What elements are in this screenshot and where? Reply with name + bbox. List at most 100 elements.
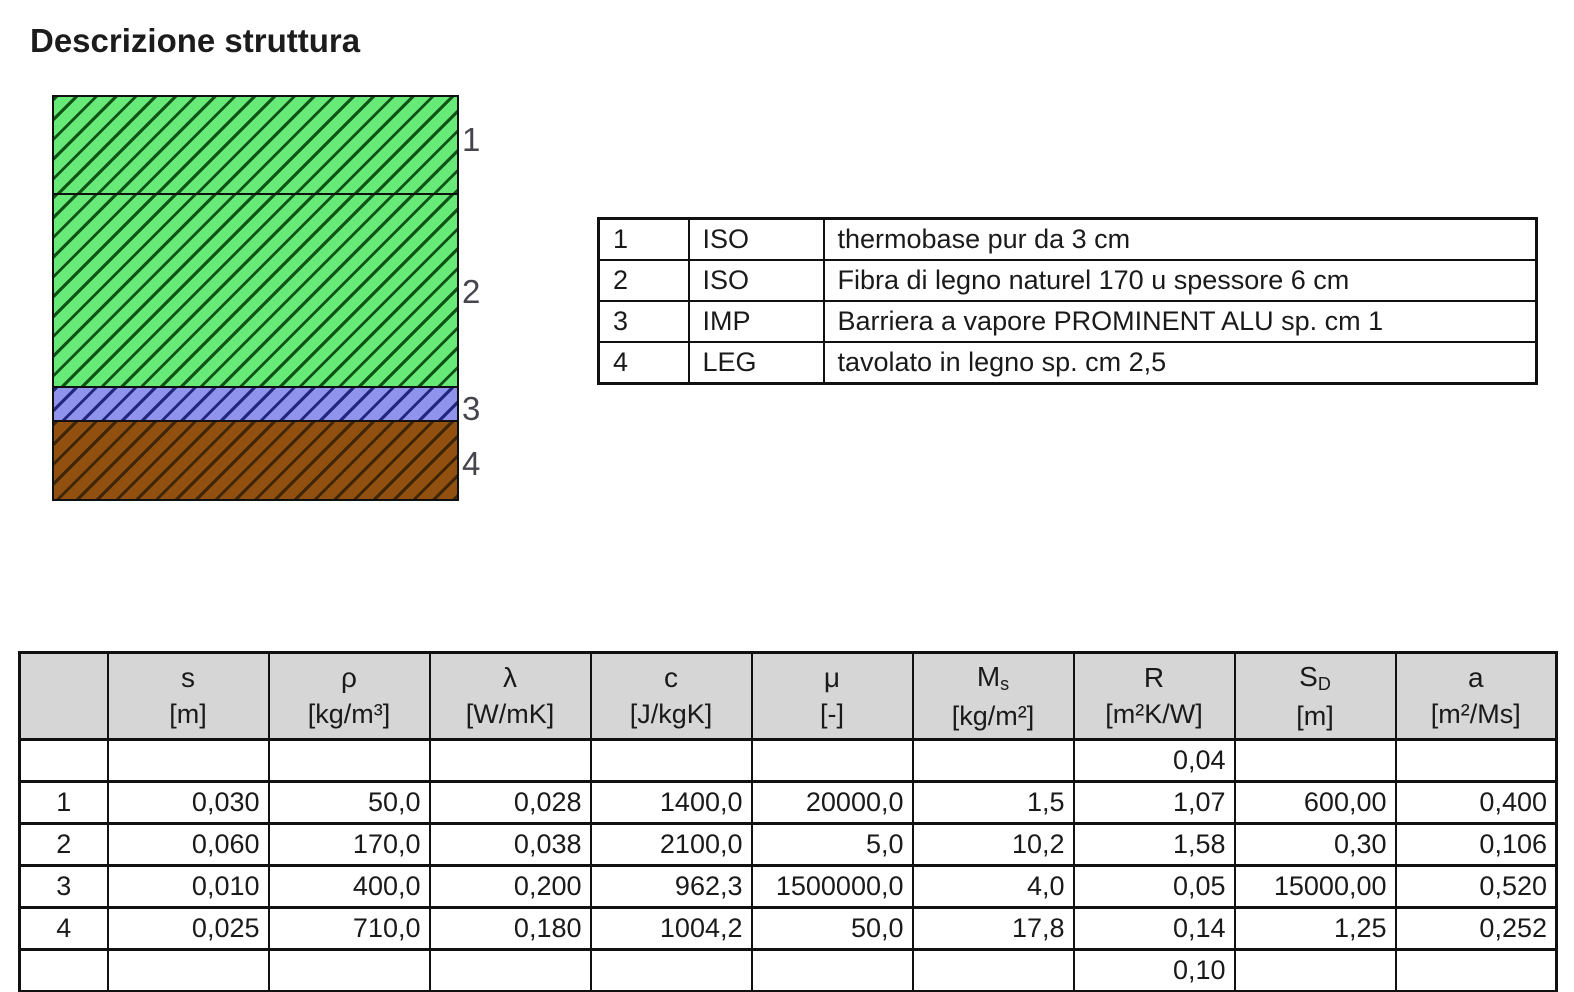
- column-symbol: μ: [823, 662, 841, 693]
- properties-row-3: 3 0,010 400,0 0,200 962,3 1500000,0 4,0 0,05 150…: [18, 864, 1558, 909]
- column-header-c: c [J/kgK]: [589, 651, 753, 741]
- legend-table: 1 ISO thermobase pur da 3 cm 2 ISO Fibra di l…: [597, 217, 1538, 385]
- value-cell: 50,0: [267, 780, 431, 825]
- legend-row: 3 IMP Barriera a vapore PROMINENT ALU sp. …: [597, 300, 1538, 343]
- structure-diagram-area: 1 2 3 4: [52, 95, 522, 505]
- value-cell: [750, 738, 914, 783]
- value-cell: 0,14: [1072, 906, 1236, 951]
- row-number-cell: 4: [18, 906, 109, 951]
- value-cell: 1,07: [1072, 780, 1236, 825]
- value-cell: 0,10: [1072, 948, 1236, 992]
- column-symbol: λ: [503, 662, 517, 693]
- value-cell: 1400,0: [589, 780, 753, 825]
- column-unit: [m²K/W]: [1105, 699, 1203, 729]
- value-cell: [750, 948, 914, 992]
- legend-row: 1 ISO thermobase pur da 3 cm: [597, 217, 1538, 261]
- value-cell: [267, 738, 431, 783]
- diagram-layer-label-2: 2: [462, 273, 481, 310]
- value-cell: [1394, 738, 1558, 783]
- column-header-ρ: ρ [kg/m³]: [267, 651, 431, 741]
- legend-layer-type: LEG: [687, 341, 825, 385]
- column-symbol: ρ: [341, 662, 357, 693]
- row-number-cell: [18, 948, 109, 992]
- value-cell: 0,060: [106, 822, 270, 867]
- column-unit: [W/mK]: [465, 699, 555, 729]
- properties-row-1: 1 0,030 50,0 0,028 1400,0 20000,0 1,5 1,07 600,0…: [18, 780, 1558, 825]
- value-cell: 1500000,0: [750, 864, 914, 909]
- value-cell: 1,5: [911, 780, 1075, 825]
- value-cell: [428, 948, 592, 992]
- value-cell: [911, 948, 1075, 992]
- legend-layer-number: 3: [597, 300, 690, 343]
- value-cell: 4,0: [911, 864, 1075, 909]
- column-symbol: SD: [1299, 660, 1331, 694]
- legend-layer-type: IMP: [687, 300, 825, 343]
- value-cell: [1394, 948, 1558, 992]
- value-cell: 0,180: [428, 906, 592, 951]
- diagram-layer-label-1: 1: [462, 121, 481, 158]
- legend-layer-number: 2: [597, 259, 690, 302]
- legend-layer-description: thermobase pur da 3 cm: [822, 217, 1538, 261]
- column-header-λ: λ [W/mK]: [428, 651, 592, 741]
- column-unit: [J/kgK]: [629, 699, 713, 729]
- row-number-cell: [18, 738, 109, 783]
- column-unit: [kg/m²]: [951, 700, 1035, 731]
- column-header-a: a [m²/Ms]: [1394, 651, 1558, 741]
- page-title: Descrizione struttura: [30, 22, 361, 59]
- column-header-blank: [18, 651, 109, 741]
- value-cell: 15000,00: [1233, 864, 1397, 909]
- legend-layer-type: ISO: [687, 217, 825, 261]
- column-symbol: R: [1143, 662, 1165, 693]
- column-symbol: c: [664, 662, 678, 693]
- value-cell: 170,0: [267, 822, 431, 867]
- value-cell: [428, 738, 592, 783]
- legend-layer-description: Fibra di legno naturel 170 u spessore 6 …: [822, 259, 1538, 302]
- value-cell: 5,0: [750, 822, 914, 867]
- value-cell: 0,106: [1394, 822, 1558, 867]
- value-cell: 0,30: [1233, 822, 1397, 867]
- column-symbol: a: [1467, 662, 1484, 693]
- value-cell: 1004,2: [589, 906, 753, 951]
- value-cell: [1233, 738, 1397, 783]
- legend-row: 2 ISO Fibra di legno naturel 170 u spessor…: [597, 259, 1538, 302]
- properties-table-body: 0,04 1 0,030 50,0 0,028 1400,0 20000,0 1,5 1,07 6…: [18, 738, 1558, 992]
- row-number-cell: 2: [18, 822, 109, 867]
- value-cell: [589, 738, 753, 783]
- value-cell: 0,025: [106, 906, 270, 951]
- value-cell: 600,00: [1233, 780, 1397, 825]
- column-header-S: SD [m]: [1233, 651, 1397, 741]
- diagram-layer-label-4: 4: [462, 445, 481, 482]
- value-cell: [267, 948, 431, 992]
- structure-layer-3: [54, 386, 457, 420]
- column-header-M: Ms [kg/m²]: [911, 651, 1075, 741]
- value-cell: 0,038: [428, 822, 592, 867]
- structure-layer-2: [54, 193, 457, 386]
- row-number-cell: 3: [18, 864, 109, 909]
- legend-row: 4 LEG tavolato in legno sp. cm 2,5: [597, 341, 1538, 385]
- legend-layer-number: 4: [597, 341, 690, 385]
- column-unit: [-]: [820, 699, 844, 729]
- column-header-μ: μ [-]: [750, 651, 914, 741]
- value-cell: [106, 948, 270, 992]
- value-cell: 400,0: [267, 864, 431, 909]
- legend-table-body: 1 ISO thermobase pur da 3 cm 2 ISO Fibra di l…: [597, 217, 1538, 385]
- value-cell: 50,0: [750, 906, 914, 951]
- properties-table: s [m] ρ [kg/m³] λ [W/mK] c [J/kgK] μ [-] Ms [kg/m²]…: [18, 651, 1558, 992]
- value-cell: 0,030: [106, 780, 270, 825]
- row-number-cell: 1: [18, 780, 109, 825]
- column-header-R: R [m²K/W]: [1072, 651, 1236, 741]
- properties-row-4: 4 0,025 710,0 0,180 1004,2 50,0 17,8 0,14 1,25 0,…: [18, 906, 1558, 951]
- value-cell: 0,04: [1072, 738, 1236, 783]
- legend-layer-number: 1: [597, 217, 690, 261]
- value-cell: 20000,0: [750, 780, 914, 825]
- column-unit: [m]: [1296, 700, 1334, 731]
- properties-row-2: 2 0,060 170,0 0,038 2100,0 5,0 10,2 1,58 0,30 0,1…: [18, 822, 1558, 867]
- column-header-s: s [m]: [106, 651, 270, 741]
- value-cell: 710,0: [267, 906, 431, 951]
- structure-layer-1: [54, 97, 457, 193]
- legend-layer-type: ISO: [687, 259, 825, 302]
- value-cell: 2100,0: [589, 822, 753, 867]
- properties-header-row: s [m] ρ [kg/m³] λ [W/mK] c [J/kgK] μ [-] Ms [kg/m²]…: [18, 651, 1558, 741]
- column-symbol: Ms: [976, 660, 1010, 694]
